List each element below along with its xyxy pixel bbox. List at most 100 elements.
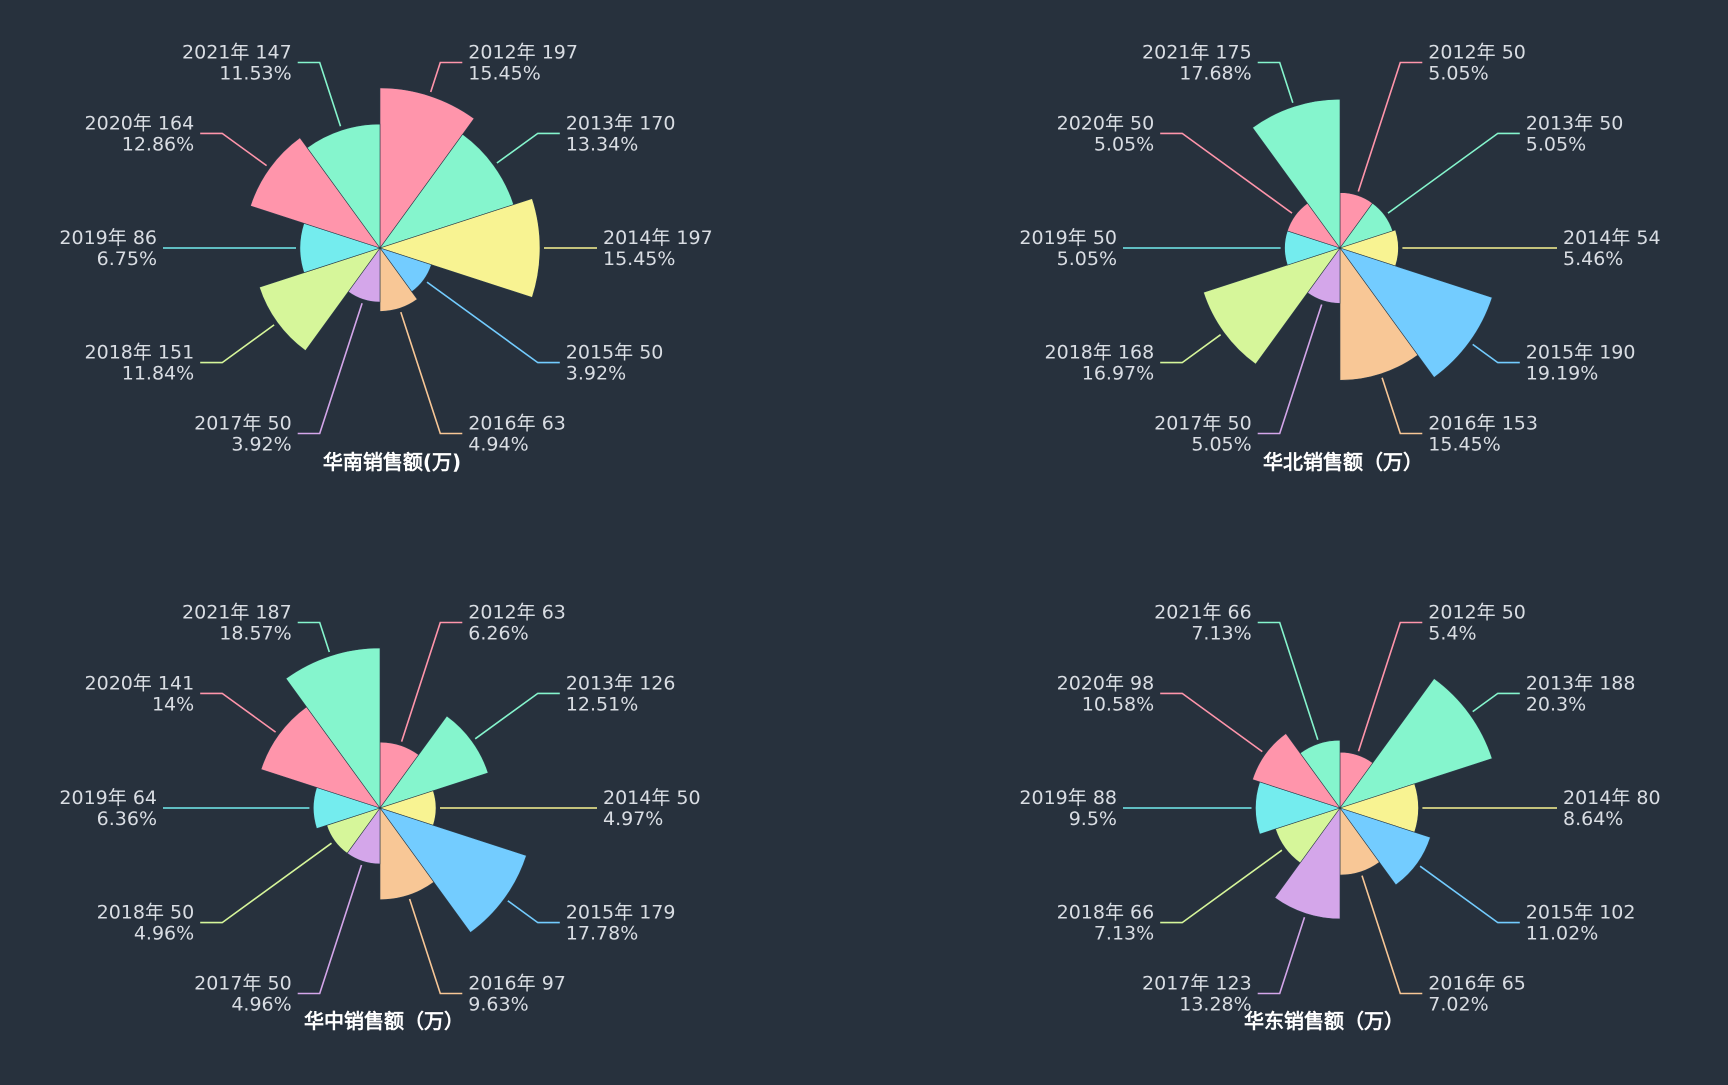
slice-label-value: 2019年 86 xyxy=(59,227,157,249)
slice-2021[interactable] xyxy=(285,647,381,809)
slice-label-value: 2013年 188 xyxy=(1526,672,1636,694)
slice-2021[interactable] xyxy=(306,123,381,249)
chart-title: 华北销售额（万） xyxy=(1263,450,1423,474)
slice-label-2016: 2016年 97 9.63% xyxy=(468,973,566,1016)
slice-2021[interactable] xyxy=(1252,98,1341,249)
leader-line-2013 xyxy=(1387,132,1520,214)
slice-label-value: 2017年 50 xyxy=(194,413,292,435)
slice-label-value: 2021年 175 xyxy=(1142,42,1252,64)
slice-label-2018: 2018年 66 7.13% xyxy=(1057,902,1155,945)
slice-label-percent: 14% xyxy=(152,693,194,715)
slice-label-percent: 11.53% xyxy=(219,63,291,85)
chart-title: 华中销售额（万） xyxy=(304,1009,464,1033)
leader-line-2013 xyxy=(1472,692,1520,713)
slice-2016[interactable] xyxy=(379,807,435,900)
slice-label-value: 2018年 151 xyxy=(85,342,195,364)
slice-label-value: 2012年 197 xyxy=(468,42,578,64)
slice-label-value: 2018年 168 xyxy=(1045,342,1155,364)
slice-2020[interactable] xyxy=(250,137,381,249)
slice-label-2013: 2013年 170 13.34% xyxy=(566,112,676,155)
slice-label-2015: 2015年 179 17.78% xyxy=(566,902,676,945)
slice-2016[interactable] xyxy=(1339,247,1419,381)
leader-line-2013 xyxy=(474,692,560,740)
slice-label-percent: 9.63% xyxy=(468,994,528,1016)
slice-label-value: 2020年 50 xyxy=(1057,112,1155,134)
slice-label-2013: 2013年 188 20.3% xyxy=(1526,672,1636,715)
slice-2018[interactable] xyxy=(258,247,381,352)
slice-label-percent: 3.92% xyxy=(231,434,291,456)
slice-2017[interactable] xyxy=(1274,807,1341,920)
slice-2018[interactable] xyxy=(1203,247,1341,365)
slice-2020[interactable] xyxy=(1252,733,1341,809)
slice-label-value: 2015年 102 xyxy=(1526,902,1636,924)
slice-label-2014: 2014年 197 15.45% xyxy=(603,227,713,270)
slice-label-percent: 9.5% xyxy=(1069,808,1117,830)
leader-line-2017 xyxy=(1257,304,1323,435)
slice-label-2015: 2015年 50 3.92% xyxy=(566,342,664,385)
slice-label-value: 2015年 179 xyxy=(566,902,676,924)
slice-label-percent: 5.05% xyxy=(1428,63,1488,85)
slice-2013[interactable] xyxy=(379,715,489,809)
slice-label-2019: 2019年 88 9.5% xyxy=(1019,787,1117,830)
leader-line-2020 xyxy=(200,692,277,733)
chart-title: 华东销售额（万） xyxy=(1244,1009,1404,1033)
slice-label-value: 2021年 147 xyxy=(182,42,292,64)
slice-label-2021: 2021年 66 7.13% xyxy=(1154,602,1252,645)
slice-2012[interactable] xyxy=(379,87,475,249)
leader-line-2012 xyxy=(1357,621,1423,752)
slice-label-2019: 2019年 86 6.75% xyxy=(59,227,157,270)
slice-2015[interactable] xyxy=(379,807,527,933)
leader-line-2015 xyxy=(1472,343,1520,364)
slice-label-percent: 5.46% xyxy=(1563,248,1623,270)
slice-label-2020: 2020年 98 10.58% xyxy=(1057,672,1155,715)
slice-2021[interactable] xyxy=(1299,739,1341,809)
leader-line-2018 xyxy=(200,324,275,364)
leader-line-2021 xyxy=(297,621,331,653)
slice-label-value: 2013年 126 xyxy=(566,672,676,694)
slice-label-percent: 12.51% xyxy=(566,693,638,715)
rose-chart-1: 2012年 197 15.45%2013年 170 13.34%2014年 197 1… xyxy=(59,42,712,475)
slice-label-2017: 2017年 50 5.05% xyxy=(1154,413,1252,456)
slice-label-2020: 2020年 141 14% xyxy=(85,672,195,715)
slice-label-value: 2020年 141 xyxy=(85,672,195,694)
leader-line-2020 xyxy=(200,132,268,167)
leader-line-2018 xyxy=(1160,334,1222,364)
slice-label-percent: 5.05% xyxy=(1526,133,1586,155)
rose-chart-4: 2012年 50 5.4%2013年 188 20.3%2014年 80 8.64%2… xyxy=(1019,602,1660,1034)
slice-label-percent: 11.84% xyxy=(122,363,194,385)
slice-label-percent: 16.97% xyxy=(1082,363,1154,385)
slice-label-value: 2012年 63 xyxy=(468,602,566,624)
slice-2016[interactable] xyxy=(379,247,418,312)
leader-line-2012 xyxy=(400,621,463,742)
slice-2015[interactable] xyxy=(1339,247,1493,378)
slice-label-2015: 2015年 102 11.02% xyxy=(1526,902,1636,945)
rose-chart-3: 2012年 63 6.26%2013年 126 12.51%2014年 50 4.97… xyxy=(59,602,700,1034)
slice-2020[interactable] xyxy=(260,706,381,809)
slice-label-percent: 19.19% xyxy=(1526,363,1598,385)
slice-label-value: 2018年 66 xyxy=(1057,902,1155,924)
slice-2015[interactable] xyxy=(1339,807,1431,886)
slice-label-percent: 4.94% xyxy=(468,434,528,456)
slice-2013[interactable] xyxy=(379,133,515,249)
slice-label-2020: 2020年 164 12.86% xyxy=(85,112,195,155)
slice-label-percent: 15.45% xyxy=(1428,434,1500,456)
slice-label-2016: 2016年 153 15.45% xyxy=(1428,413,1538,456)
slice-label-2019: 2019年 50 5.05% xyxy=(1019,227,1117,270)
slice-label-value: 2019年 50 xyxy=(1019,227,1117,249)
slice-2013[interactable] xyxy=(1339,678,1493,809)
leader-line-2013 xyxy=(496,132,560,164)
leader-line-2021 xyxy=(1257,621,1319,740)
slice-label-value: 2020年 164 xyxy=(85,112,195,134)
leader-line-2015 xyxy=(426,281,560,364)
slice-2014[interactable] xyxy=(379,198,541,298)
slice-label-2018: 2018年 151 11.84% xyxy=(85,342,195,385)
slice-label-value: 2019年 88 xyxy=(1019,787,1117,809)
slice-label-value: 2013年 50 xyxy=(1526,112,1624,134)
slice-label-value: 2018年 50 xyxy=(97,902,195,924)
slice-label-2012: 2012年 50 5.05% xyxy=(1428,42,1526,85)
slice-label-value: 2017年 50 xyxy=(1154,413,1252,435)
slice-label-2021: 2021年 175 17.68% xyxy=(1142,42,1252,85)
slice-label-2013: 2013年 126 12.51% xyxy=(566,672,676,715)
slice-label-value: 2020年 98 xyxy=(1057,672,1155,694)
